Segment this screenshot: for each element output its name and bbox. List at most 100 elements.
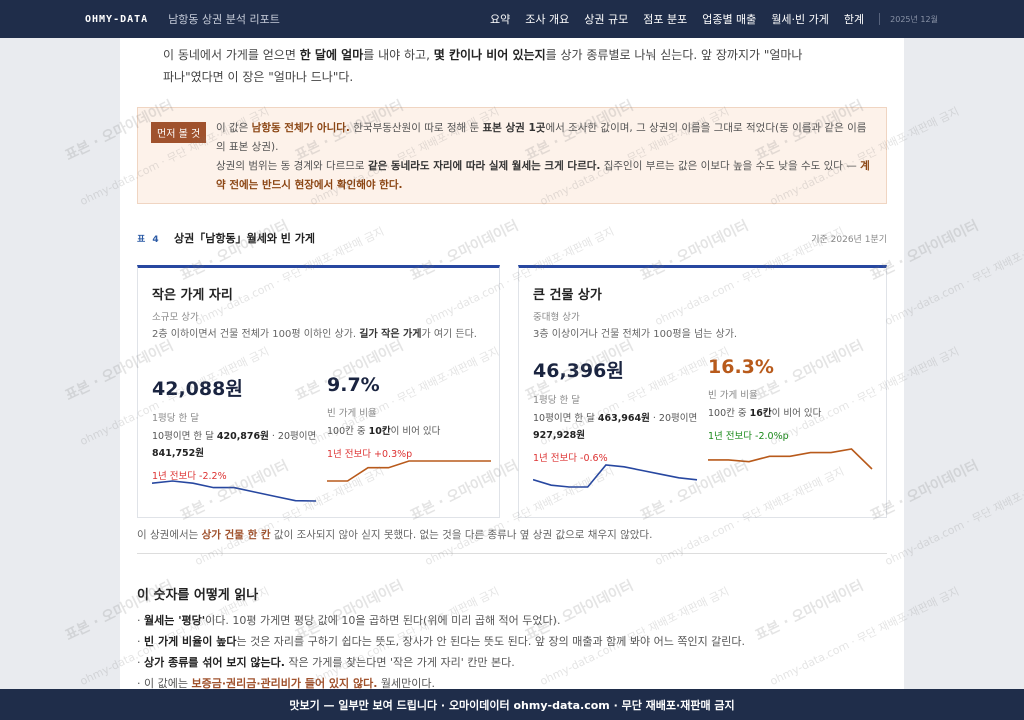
report-date: 2025년 12월 (890, 14, 938, 24)
desc-span: 2층 이하이면서 건물 전체가 100평 이하인 상가. (152, 329, 360, 340)
card-description: 3층 이상이거나 건물 전체가 100평을 넘는 상가. (533, 327, 873, 343)
nav-item-rent-vacancy[interactable]: 월세·빈 가게 (771, 13, 829, 26)
note-bold: 상가 건물 한 칸 (201, 529, 271, 541)
howto-span: 월세만이다. (377, 677, 436, 689)
howto-span: 는 것은 자리를 구하기 쉽다는 뜻도, 장사가 안 된다는 뜻도 된다. 앞 … (236, 635, 746, 648)
caution-span: 상권의 범위는 동 경계와 다르므로 (216, 160, 368, 172)
missing-data-note: 이 상권에서는 상가 건물 한 칸 값이 조사되지 않아 싣지 못했다. 없는 … (137, 527, 877, 542)
rent-sparkline (533, 464, 698, 488)
rent-sparkline (152, 480, 317, 502)
intro-text: 이 동네에서 가게를 얻으면 (163, 48, 300, 62)
detail-bold: 463,964원 (597, 413, 650, 424)
caution-bold: 남항동 전체가 아니다. (251, 122, 350, 134)
howto-span: · 이 값에는 (137, 677, 192, 689)
howto-span: · (137, 614, 144, 627)
sparkline-path (327, 460, 491, 482)
detail-bold: 16칸 (749, 408, 772, 419)
table-basis-date: 기준 2026년 1분기 (811, 235, 887, 245)
rent-label: 1평당 한 달 (152, 413, 200, 424)
howto-bold: 상가 종류를 섞어 보지 않는다. (144, 656, 285, 669)
table-number: 표 4 (137, 235, 161, 245)
sparkline-path (533, 464, 698, 488)
vacancy-detail: 100칸 중 10칸이 비어 있다 (327, 423, 492, 440)
vacancy-metric: 16.3% 빈 가게 비율 100칸 중 16칸이 비어 있다 1년 전보다 -… (708, 356, 878, 442)
howto-span: · (137, 656, 144, 669)
top-navbar: OHMY-DATA 남항동 상권 분석 리포트 요약 조사 개요 상권 규모 점… (0, 0, 1024, 38)
vacancy-change: 1년 전보다 -2.0%p (708, 431, 789, 442)
nav-item-market-size[interactable]: 상권 규모 (584, 13, 629, 26)
desc-span: 가 여기 든다. (421, 329, 477, 340)
report-page: 이 동네에서 가게를 얻으면 한 달에 얼마를 내야 하고, 몇 칸이나 비어 … (120, 38, 904, 689)
nav-item-sales-by-industry[interactable]: 업종별 매출 (702, 13, 757, 26)
rent-change: 1년 전보다 -0.6% (533, 453, 608, 464)
note-span: 값이 조사되지 않아 싣지 못했다. 없는 것을 다른 종류나 옆 상권 값으로… (270, 529, 653, 541)
rent-metric: 46,396원 1평당 한 달 10평이면 한 달 463,964원 · 20평… (533, 356, 698, 464)
howto-item: · 이 값에는 보증금·권리금·관리비가 들어 있지 않다. 월세만이다. (137, 673, 887, 689)
section-nav: 요약 조사 개요 상권 규모 점포 분포 업종별 매출 월세·빈 가게 한계 2… (490, 0, 938, 38)
detail-span: 이 비어 있다 (771, 408, 822, 419)
vacancy-detail: 100칸 중 16칸이 비어 있다 (708, 405, 878, 422)
rent-detail: 10평이면 한 달 463,964원 · 20평이면 927,928원 (533, 410, 698, 444)
detail-span: 10평이면 한 달 (533, 413, 598, 424)
caution-span: 이 값은 (216, 122, 252, 134)
vacancy-label: 빈 가게 비율 (327, 408, 377, 419)
caution-bold: 같은 동네라도 자리에 따라 실제 월세는 크게 다르다. (367, 160, 601, 172)
rent-value: 46,396원 (533, 360, 624, 382)
brand-logo[interactable]: OHMY-DATA (85, 13, 149, 25)
nav-item-store-distribution[interactable]: 점포 분포 (643, 13, 688, 26)
caution-span: 한국부동산원이 따로 정해 둔 (349, 122, 483, 134)
nav-item-limits[interactable]: 한계 (843, 13, 865, 26)
caution-text: 이 값은 남항동 전체가 아니다. 한국부동산원이 따로 정해 둔 표본 상권 … (216, 119, 876, 195)
card-title: 큰 건물 상가 (533, 288, 602, 303)
intro-bold: 한 달에 얼마 (299, 48, 364, 62)
detail-span: 100칸 중 (708, 408, 750, 419)
caution-span: 에서 조사한 값이며, 그 상권의 이름을 그대로 적었다(동 이름과 같은 이… (216, 122, 867, 153)
howto-span: 작은 가게를 찾는다면 '작은 가게 자리' 칸만 본다. (284, 656, 515, 669)
detail-span: 100칸 중 (327, 426, 369, 437)
howto-bold: 빈 가게 비율이 높다 (144, 635, 237, 648)
card-title: 작은 가게 자리 (152, 288, 233, 303)
desc-bold: 길가 작은 가게 (359, 329, 422, 340)
vacancy-value: 9.7% (327, 374, 380, 396)
howto-item: · 상가 종류를 섞어 보지 않는다. 작은 가게를 찾는다면 '작은 가게 자… (137, 652, 887, 673)
sparkline-path (708, 448, 873, 470)
caution-box: 먼저 볼 것 이 값은 남항동 전체가 아니다. 한국부동산원이 따로 정해 둔… (137, 107, 887, 204)
detail-span: · 20평이면 (649, 413, 698, 424)
howto-item: · 빈 가게 비율이 높다는 것은 자리를 구하기 쉽다는 뜻도, 장사가 안 … (137, 631, 887, 652)
report-title: 남항동 상권 분석 리포트 (168, 13, 280, 26)
vacancy-sparkline (327, 460, 491, 482)
rent-metric: 42,088원 1평당 한 달 10평이면 한 달 420,876원 · 20평… (152, 374, 322, 482)
detail-bold: 420,876원 (216, 431, 269, 442)
detail-bold: 927,928원 (533, 430, 586, 441)
howto-span: 이다. 10평 가게면 평당 값에 10을 곱하면 된다(위에 미리 곱해 적어… (205, 614, 561, 627)
detail-span: 10평이면 한 달 (152, 431, 217, 442)
detail-span: 이 비어 있다 (390, 426, 441, 437)
rent-detail: 10평이면 한 달 420,876원 · 20평이면 841,752원 (152, 428, 322, 462)
detail-span: · 20평이면 (268, 431, 317, 442)
rent-change: 1년 전보다 -2.2% (152, 471, 227, 482)
card-subtitle: 중대형 상가 (533, 312, 580, 323)
howto-bold: 보증금·권리금·관리비가 들어 있지 않다. (191, 677, 378, 689)
howto-bold: 월세는 '평당' (144, 614, 206, 627)
caution-bold: 표본 상권 1곳 (482, 122, 546, 134)
desc-span: 3층 이상이거나 건물 전체가 100평을 넘는 상가. (533, 329, 738, 340)
note-span: 이 상권에서는 (137, 529, 202, 541)
howto-heading: 이 숫자를 어떻게 읽나 (137, 588, 259, 603)
howto-span: · (137, 635, 144, 648)
nav-item-survey-overview[interactable]: 조사 개요 (525, 13, 570, 26)
vacancy-change: 1년 전보다 +0.3%p (327, 449, 413, 460)
intro-bold: 몇 칸이나 비어 있는지 (433, 48, 546, 62)
vacancy-label: 빈 가게 비율 (708, 390, 758, 401)
vacancy-sparkline (708, 448, 873, 470)
preview-footer-banner: 맛보기 — 일부만 보여 드립니다 · 오마이데이터 ohmy-data.com… (0, 689, 1024, 720)
card-small-store: 작은 가게 자리 소규모 상가 2층 이하이면서 건물 전체가 100평 이하인… (137, 265, 500, 518)
caution-span: 집주인이 부르는 값은 이보다 높을 수도 낮을 수도 있다 — (600, 160, 861, 172)
sparkline-path (152, 480, 317, 502)
vacancy-metric: 9.7% 빈 가게 비율 100칸 중 10칸이 비어 있다 1년 전보다 +0… (327, 374, 492, 460)
nav-item-summary[interactable]: 요약 (490, 13, 511, 26)
table-title: 상권「남항동」월세와 빈 가게 (174, 232, 315, 245)
card-large-store: 큰 건물 상가 중대형 상가 3층 이상이거나 건물 전체가 100평을 넘는 … (518, 265, 887, 518)
intro-paragraph: 이 동네에서 가게를 얻으면 한 달에 얼마를 내야 하고, 몇 칸이나 비어 … (163, 44, 803, 88)
table-header: 표 4 상권「남항동」월세와 빈 가게 기준 2026년 1분기 (137, 229, 887, 247)
intro-text: 를 상가 종류별로 나눠 싣는다. 앞 장까지가 "얼마나 파나"였다면 이 장… (163, 48, 803, 84)
